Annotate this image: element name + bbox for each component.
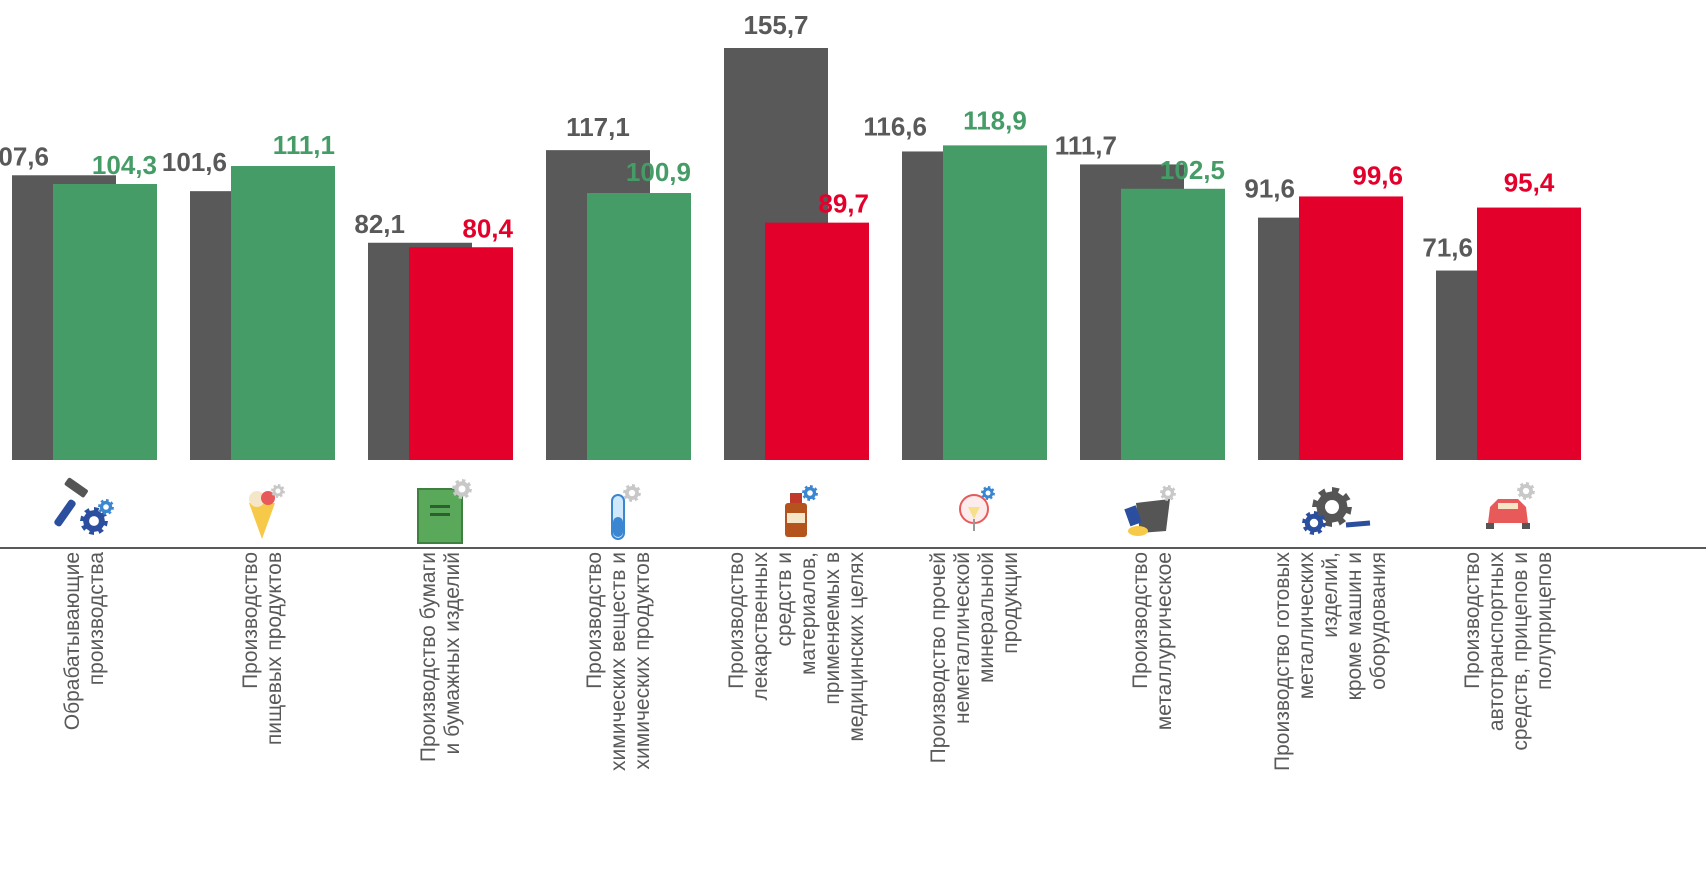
car-gear-icon bbox=[1486, 482, 1535, 529]
gear-icon bbox=[1517, 482, 1535, 500]
category-label-line: применяемых в bbox=[821, 552, 844, 705]
category-label: Производство лекарственных средств и матери… bbox=[725, 552, 868, 742]
category-label-line: пищевых продуктов bbox=[263, 552, 286, 745]
value-label-series-1: 71,6 bbox=[1422, 233, 1473, 263]
category-label-line: металлургическое bbox=[1153, 552, 1176, 730]
category-label-line: Обрабатывающие bbox=[61, 552, 84, 730]
test-tube-gear-icon bbox=[611, 484, 641, 540]
icons-layer bbox=[54, 477, 1535, 544]
category-label-line: химических веществ и bbox=[607, 552, 630, 771]
category-label-line: оборудования bbox=[1367, 552, 1390, 690]
category-label-line: минеральной bbox=[975, 552, 998, 683]
category-label-line: изделий, bbox=[1319, 552, 1342, 638]
bar-series-2 bbox=[1477, 207, 1581, 460]
value-label-series-1: 111,7 bbox=[1055, 130, 1117, 160]
book-gear-icon bbox=[417, 479, 472, 544]
category-label-line: автотранспортных bbox=[1485, 552, 1508, 732]
category-label: Производство бумаги и бумажных изделий bbox=[417, 552, 464, 762]
category-label-line: Производство bbox=[1129, 552, 1152, 689]
category-label-line: материалов, bbox=[797, 552, 820, 675]
category-label-line: металлических bbox=[1295, 552, 1318, 700]
category-label: Производство прочей неметаллической минера… bbox=[927, 552, 1022, 763]
category-label: Производство автотранспортных средств, при… bbox=[1461, 552, 1556, 751]
value-label-series-1: 82,1 bbox=[354, 209, 405, 239]
gear-icon bbox=[981, 486, 995, 500]
value-label-series-1: 155,7 bbox=[743, 10, 808, 40]
category-label-line: лекарственных bbox=[749, 552, 772, 701]
bar-series-2 bbox=[409, 247, 513, 460]
category-label-line: Производство bbox=[583, 552, 606, 689]
value-label-series-1: 107,6 bbox=[0, 141, 49, 171]
value-label-series-1: 101,6 bbox=[162, 147, 227, 177]
value-label-series-2: 89,7 bbox=[818, 189, 869, 219]
gear-icon bbox=[80, 507, 108, 535]
gear-icon bbox=[271, 484, 285, 498]
bar-series-2 bbox=[53, 184, 157, 461]
value-label-series-2: 80,4 bbox=[462, 213, 513, 243]
category-label: Производство пищевых продуктов bbox=[239, 552, 286, 745]
category-label-line: химических продуктов bbox=[631, 552, 654, 769]
ice-cream-gear-icon bbox=[249, 484, 285, 539]
category-label-line: Производство bbox=[239, 552, 262, 689]
category-label: Производство готовых металлических изделий… bbox=[1271, 552, 1390, 771]
medicine-bottle-gear-icon bbox=[785, 485, 818, 537]
value-label-series-2: 111,1 bbox=[273, 130, 335, 160]
gear-icon bbox=[802, 485, 818, 501]
bar-series-2 bbox=[587, 193, 691, 460]
bar-series-2 bbox=[765, 222, 869, 460]
value-label-series-1: 117,1 bbox=[566, 112, 630, 142]
category-label: Производство металлургическое bbox=[1129, 552, 1176, 730]
metal-bucket-gear-icon bbox=[1124, 485, 1176, 536]
gear-icon bbox=[1302, 511, 1326, 535]
bar-series-2 bbox=[943, 145, 1047, 460]
gear-icon bbox=[452, 479, 472, 499]
hammer-gear-icon bbox=[54, 477, 114, 535]
category-label-line: и бумажных изделий bbox=[441, 552, 464, 754]
gear-icon bbox=[623, 484, 641, 502]
category-label-line: кроме машин и bbox=[1343, 552, 1366, 700]
category-label-line: Производство готовых bbox=[1271, 552, 1294, 771]
glass-gear-icon bbox=[959, 486, 995, 531]
category-label-line: продукции bbox=[999, 552, 1022, 654]
category-label-line: медицинских целях bbox=[845, 552, 868, 742]
category-label-line: средств и bbox=[773, 552, 796, 647]
category-label-line: производства bbox=[85, 552, 108, 686]
gear-icon bbox=[98, 499, 114, 515]
gear-icon bbox=[1160, 485, 1176, 501]
value-label-series-2: 104,3 bbox=[92, 150, 157, 180]
value-label-series-2: 118,9 bbox=[963, 105, 1027, 135]
category-label-line: средств, прицепов и bbox=[1509, 552, 1532, 751]
gear-pipe-icon bbox=[1302, 487, 1371, 535]
bar-series-2 bbox=[1121, 188, 1225, 460]
category-label-line: Производство bbox=[1461, 552, 1484, 689]
value-label-series-1: 91,6 bbox=[1244, 174, 1295, 204]
bars-layer bbox=[12, 48, 1581, 461]
bar-series-2 bbox=[231, 166, 335, 460]
value-label-series-2: 100,9 bbox=[626, 157, 691, 187]
category-label-line: неметаллической bbox=[951, 552, 974, 724]
value-label-series-2: 99,6 bbox=[1352, 160, 1403, 190]
category-labels-layer: Обрабатывающие производства Производство пи… bbox=[61, 552, 1556, 771]
category-label-line: полуприцепов bbox=[1533, 552, 1556, 690]
category-label: Обрабатывающие производства bbox=[61, 552, 108, 731]
value-label-series-1: 116,6 bbox=[863, 111, 927, 141]
bar-series-2 bbox=[1299, 196, 1403, 460]
category-label-line: Производство bbox=[725, 552, 748, 689]
value-label-series-2: 102,5 bbox=[1160, 155, 1225, 185]
category-label-line: Производство бумаги bbox=[417, 552, 440, 762]
value-label-series-2: 95,4 bbox=[1504, 168, 1555, 198]
category-label: Производство химических веществ и химическ… bbox=[583, 552, 654, 771]
category-label-line: Производство прочей bbox=[927, 552, 950, 763]
